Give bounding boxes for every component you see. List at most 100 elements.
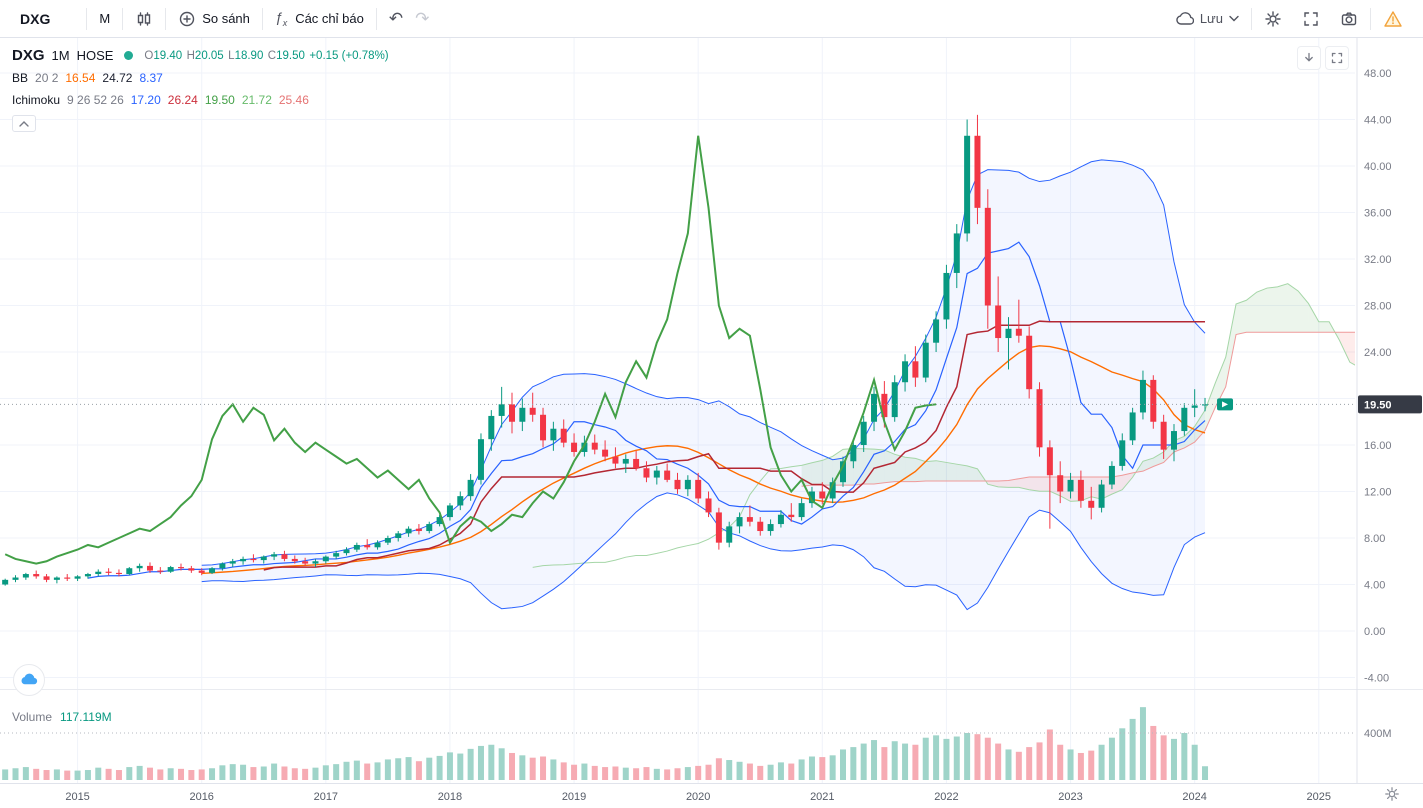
svg-text:12.00: 12.00 [1364,487,1392,499]
undo-icon: ↶ [388,8,404,28]
svg-text:2016: 2016 [189,791,213,803]
save-label: Lưu [1199,11,1223,26]
undo-button[interactable]: ↶ [379,0,413,38]
fx-icon: ƒx [274,9,288,28]
chart-area: 48.00 44.00 40.00 36.00 32.00 28.00 24.00 16.00… [0,38,1423,808]
bb-legend-row[interactable]: BB 20 2 16.54 24.72 8.37 [12,67,389,89]
indicator-lines [87,159,1355,611]
bb-upper-line [201,159,1206,566]
last-price-marker[interactable] [1217,398,1234,411]
close-value: 19.50 [276,50,305,62]
open-label: O [144,50,154,62]
symbol-search-button[interactable]: DXG [10,0,84,38]
settings-button[interactable] [1254,0,1292,38]
senkou-a-line [532,283,1355,568]
svg-text:4.00: 4.00 [1364,580,1385,592]
volume-legend-row[interactable]: Volume 117.119M [12,710,112,724]
low-value: 18.90 [234,50,264,62]
bb-upper-value: 24.72 [102,71,133,85]
arrow-down-icon [1305,52,1313,62]
low-label: L [228,50,235,62]
toolbar-divider [86,7,88,30]
axis-settings-button[interactable] [1384,786,1400,807]
svg-text:44.00: 44.00 [1364,115,1392,127]
maximize-pane-button[interactable] [1325,46,1349,70]
svg-text:2019: 2019 [562,791,586,803]
svg-text:-4.00: -4.00 [1364,673,1389,685]
indicators-button[interactable]: ƒx Các chỉ báo [265,0,374,38]
redo-button[interactable]: ↷ [413,0,439,38]
svg-text:0.00: 0.00 [1364,626,1385,638]
toolbar-left-group: DXG M So sánh ƒx Các chỉ báo ↶ ↷ [10,0,439,37]
close-label: C [267,50,277,62]
last-price-tag [1358,395,1422,414]
fullscreen-button[interactable] [1292,0,1330,38]
price-axis[interactable]: 48.00 44.00 40.00 36.00 32.00 28.00 24.00 16.00… [1356,38,1422,783]
bb-lower-line [201,492,1206,611]
fullscreen-icon [1304,11,1318,26]
interval-button[interactable]: M [89,0,120,38]
svg-text:400M: 400M [1364,728,1392,740]
bb-fill [201,159,1206,610]
grid-layer [0,38,1355,783]
indicators-label: Các chỉ báo [295,11,364,26]
scroll-to-recent-button[interactable] [1297,46,1321,70]
compare-label: So sánh [202,11,250,26]
gear-icon [1265,10,1281,27]
chikou-line [4,135,937,565]
toolbar-right-group: Lưu [1164,0,1413,37]
senkou-b-line [801,331,1355,487]
toolbar-divider [261,7,263,30]
snapshot-button[interactable] [1330,0,1368,38]
bb-basis-value: 16.54 [65,71,96,85]
legend-symbol: DXG [12,46,45,64]
chart-style-button[interactable] [125,0,163,38]
open-value: 19.40 [153,50,183,62]
save-button[interactable]: Lưu [1164,0,1249,38]
camera-icon [1341,12,1357,25]
top-toolbar: DXG M So sánh ƒx Các chỉ báo ↶ ↷ [0,0,1423,38]
price-chart-canvas[interactable]: 48.00 44.00 40.00 36.00 32.00 28.00 24.00 16.00… [0,38,1423,808]
market-status-dot [124,51,134,60]
svg-text:2018: 2018 [438,791,462,803]
pane-controls [1297,46,1349,70]
high-label: H [186,50,195,62]
candlestick-icon [137,11,151,26]
maximize-icon [1331,52,1343,64]
svg-text:24.00: 24.00 [1364,347,1392,359]
bb-lower-value: 8.37 [139,71,163,85]
svg-text:28.00: 28.00 [1364,301,1392,313]
tenkan-value: 17.20 [130,93,161,107]
chikou-value: 19.50 [204,93,235,107]
svg-text:2025: 2025 [1307,791,1331,803]
svg-text:2022: 2022 [934,791,958,803]
candles-layer[interactable] [2,114,1209,586]
redo-icon: ↷ [415,8,430,28]
ichimoku-legend-row[interactable]: Ichimoku 9 26 52 26 17.20 26.24 19.50 21… [12,89,389,111]
kijun-value: 26.24 [167,93,198,107]
senkou-a-value: 21.72 [241,93,272,107]
compare-button[interactable]: So sánh [168,0,260,38]
toolbar-divider [375,7,377,30]
senkou-b-value: 25.46 [278,93,309,107]
symbol-legend-row[interactable]: DXG 1M HOSE O19.40 H20.05 L18.90 C19.50 … [12,44,389,67]
bb-name: BB [12,71,29,85]
ohlc-values: O19.40 H20.05 L18.90 C19.50 +0.15 (+0.78… [144,44,388,67]
svg-text:2021: 2021 [810,791,834,803]
broker-logo-button[interactable] [13,664,45,696]
cloud-icon [1176,11,1194,25]
warning-button[interactable] [1373,0,1413,38]
svg-text:2024: 2024 [1182,791,1206,803]
chart-legend: DXG 1M HOSE O19.40 H20.05 L18.90 C19.50 … [12,44,389,132]
svg-text:2020: 2020 [686,791,710,803]
high-value: 20.05 [194,50,224,62]
legend-collapse-button[interactable] [12,115,36,132]
warning-icon [1384,10,1402,27]
ichimoku-name: Ichimoku [12,93,61,107]
tenkan-line [87,241,1206,579]
volume-value: 117.119M [60,710,112,724]
svg-text:16.00: 16.00 [1364,440,1392,452]
time-axis[interactable]: 2015 2016 2017 2018 2019 2020 2021 2022 2023 2024… [0,783,1423,804]
svg-text:32.00: 32.00 [1364,254,1392,266]
volume-layer [0,707,1355,780]
